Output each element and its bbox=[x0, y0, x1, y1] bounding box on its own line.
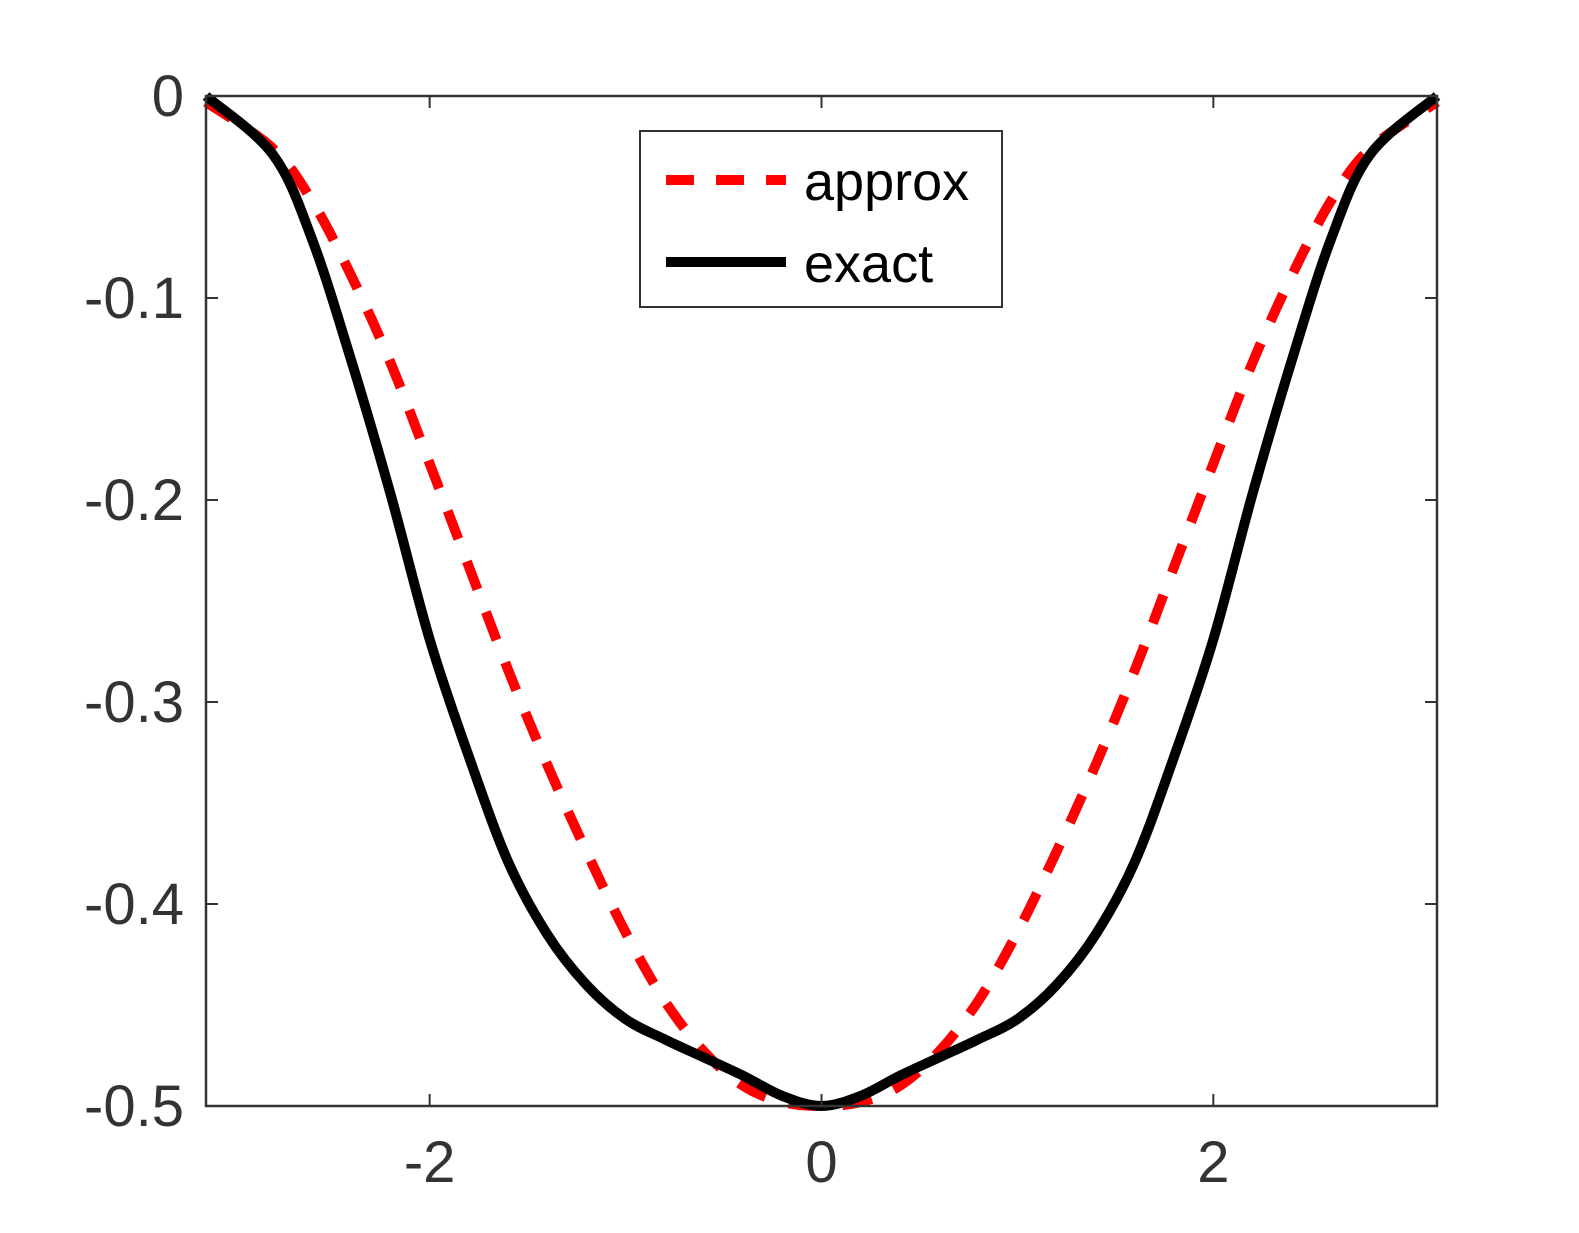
legend-box bbox=[639, 130, 1003, 308]
y-tick-label: -0.4 bbox=[84, 872, 184, 937]
legend: approx exact bbox=[639, 130, 1003, 308]
x-tick-label: 0 bbox=[805, 1130, 837, 1195]
y-tick-label: -0.3 bbox=[84, 670, 184, 735]
ticks-layer: -2 0 2 0 -0.1 -0.2 -0.3 -0.4 -0.5 bbox=[84, 64, 1437, 1195]
x-tick-label: -2 bbox=[404, 1130, 456, 1195]
y-tick-label: -0.1 bbox=[84, 266, 184, 331]
legend-label-exact: exact bbox=[804, 234, 933, 294]
y-tick-label: 0 bbox=[152, 64, 184, 129]
x-tick-label: 2 bbox=[1197, 1130, 1229, 1195]
y-tick-label: -0.2 bbox=[84, 468, 184, 533]
legend-label-approx: approx bbox=[804, 152, 969, 212]
y-tick-label: -0.5 bbox=[84, 1074, 184, 1139]
series-line-approx bbox=[203, 97, 1440, 1111]
